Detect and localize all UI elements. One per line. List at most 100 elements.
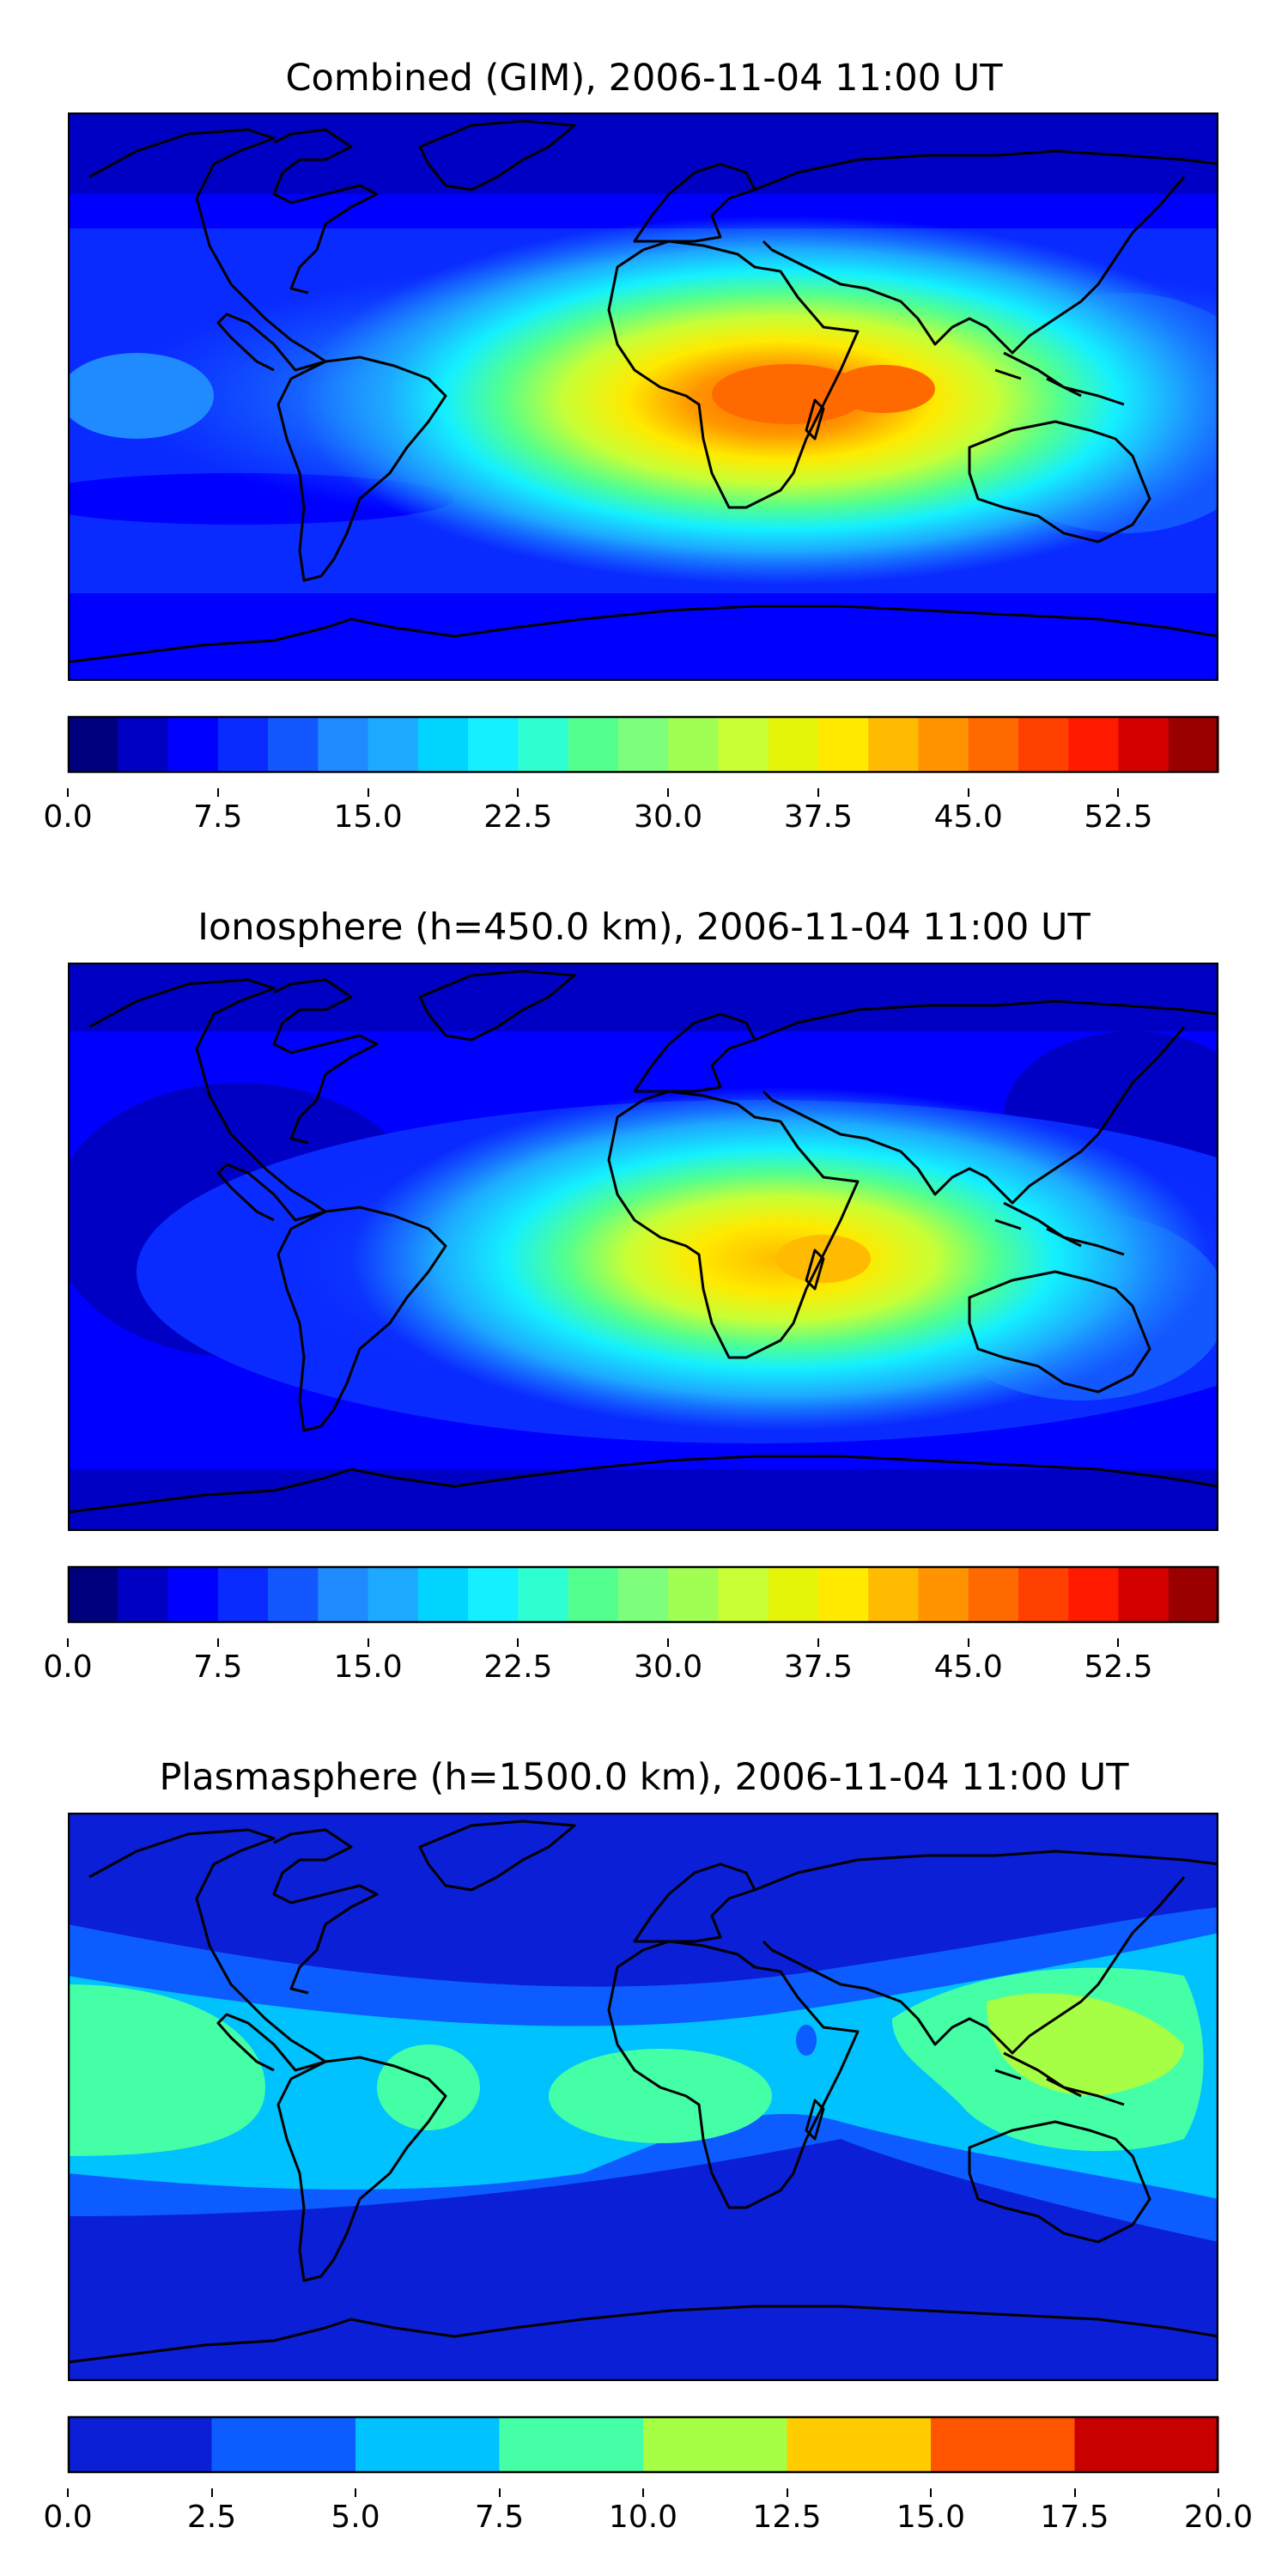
map-plasmasphere <box>68 1813 1218 2381</box>
colorbar-ionosphere <box>67 1565 1219 1624</box>
colorbar-tick-label: 30.0 <box>599 788 737 836</box>
antarctica <box>68 605 1218 664</box>
australia <box>968 420 1151 544</box>
colorbar-ticks-ionosphere: 0.0 7.5 15.0 22.5 30.0 37.5 45.0 52.5 <box>43 1638 1218 1692</box>
map-combined <box>68 112 1218 681</box>
polar-cap-north <box>68 112 1218 194</box>
colorbar-tick-label: 7.5 <box>431 2488 568 2537</box>
polar-cap-south <box>68 593 1218 681</box>
colorbar-swatch <box>868 1566 920 1623</box>
colorbar-swatch <box>268 1566 319 1623</box>
colorbar-swatch <box>568 716 619 773</box>
colorbar-swatch <box>718 716 769 773</box>
colorbar-swatch <box>768 716 819 773</box>
colorbar-tick-label: 37.5 <box>750 788 887 836</box>
colorbar-swatch <box>668 716 719 773</box>
colorbar-tick-label: 0.0 <box>0 788 137 836</box>
colorbar-swatch <box>118 716 169 773</box>
colorbar-plasmasphere <box>67 2415 1219 2474</box>
map-ionosphere <box>68 963 1218 1531</box>
colorbar-tick-label: 7.5 <box>149 1638 287 1686</box>
colorbar-swatch <box>868 716 920 773</box>
colorbar-swatch <box>211 2416 356 2473</box>
colorbar-swatch <box>1074 2416 1219 2473</box>
colorbar-swatch <box>417 1566 469 1623</box>
colorbar-tick-label: 22.5 <box>449 1638 586 1686</box>
colorbar-tick-label: 17.5 <box>1006 2488 1144 2537</box>
colorbar-swatch <box>1118 1566 1170 1623</box>
colorbar-swatch <box>568 1566 619 1623</box>
colorbar-swatch <box>617 1566 669 1623</box>
colorbar-tick-label: 37.5 <box>750 1638 887 1686</box>
colorbar-swatch <box>1068 1566 1120 1623</box>
colorbar-swatch <box>968 1566 1019 1623</box>
colorbar-tick-label: 52.5 <box>1049 1638 1187 1686</box>
colorbar-swatch <box>268 716 319 773</box>
colorbar-swatch <box>217 716 269 773</box>
colorbar-tick-label: 10.0 <box>574 2488 712 2537</box>
colorbar-swatch <box>68 1566 118 1623</box>
colorbar-tick-label: 2.5 <box>143 2488 281 2537</box>
colorbar-swatch <box>355 2416 501 2473</box>
colorbar-tick-label: 12.5 <box>719 2488 856 2537</box>
map-title-combined: Combined (GIM), 2006-11-04 11:00 UT <box>285 57 1003 100</box>
colorbar-tick-label: 52.5 <box>1049 788 1187 836</box>
colorbar-swatch <box>817 1566 869 1623</box>
colorbar-swatch <box>417 716 469 773</box>
colorbar-swatch <box>617 716 669 773</box>
colorbar-swatch <box>499 2416 644 2473</box>
colorbar-tick-label: 7.5 <box>149 788 287 836</box>
colorbar-swatch <box>468 1566 519 1623</box>
madagascar <box>805 398 825 440</box>
colorbar-tick-label: 5.0 <box>287 2488 424 2537</box>
colorbar-swatch <box>918 716 969 773</box>
map-title-plasmasphere: Plasmasphere (h=1500.0 km), 2006-11-04 1… <box>159 1756 1129 1799</box>
colorbar-swatch <box>643 2416 788 2473</box>
colorbar-ticks-plasmasphere: 0.0 2.5 5.0 7.5 10.0 12.5 15.0 17.5 20.0 <box>43 2488 1253 2542</box>
colorbar-frame <box>67 715 1219 774</box>
colorbar-swatch <box>918 1566 969 1623</box>
colorbar-swatch <box>1018 716 1069 773</box>
colorbar-tick-label: 15.0 <box>300 1638 437 1686</box>
colorbar-swatch <box>68 2416 213 2473</box>
south-america <box>276 355 447 582</box>
colorbar-swatch <box>718 1566 769 1623</box>
map-title-ionosphere: Ionosphere (h=450.0 km), 2006-11-04 11:0… <box>197 906 1091 949</box>
colorbar-swatch <box>468 716 519 773</box>
greenland <box>418 119 576 191</box>
colorbar-swatch <box>368 716 419 773</box>
colorbar-tick-label: 0.0 <box>0 2488 137 2537</box>
colorbar-swatch <box>318 1566 369 1623</box>
colorbar-swatch <box>217 1566 269 1623</box>
colorbar-tick-label: 20.0 <box>1150 2488 1287 2537</box>
colorbar-swatch <box>118 1566 169 1623</box>
colorbar-swatch <box>318 716 369 773</box>
colorbar-swatch <box>817 716 869 773</box>
colorbar-swatch <box>1168 1566 1219 1623</box>
colorbar-swatch <box>1118 716 1170 773</box>
coastlines <box>68 119 1218 664</box>
map-frame <box>68 112 1218 681</box>
colorbar-tick-label: 0.0 <box>0 1638 137 1686</box>
colorbar-frame <box>67 1565 1219 1624</box>
colorbar-swatch <box>68 716 118 773</box>
colorbar-frame <box>67 2415 1219 2474</box>
colorbar-tick-label: 30.0 <box>599 1638 737 1686</box>
colorbar-swatch <box>768 1566 819 1623</box>
colorbar-tick-label: 45.0 <box>900 788 1037 836</box>
africa <box>607 240 860 509</box>
colorbar-tick-label: 45.0 <box>900 1638 1037 1686</box>
colorbar-swatch <box>167 1566 219 1623</box>
colorbar-swatch <box>931 2416 1076 2473</box>
colorbar-swatch <box>668 1566 719 1623</box>
colorbar-swatch <box>1068 716 1120 773</box>
colorbar-swatch <box>368 1566 419 1623</box>
colorbar-swatch <box>968 716 1019 773</box>
colorbar-swatch <box>1018 1566 1069 1623</box>
colorbar-swatch <box>518 1566 569 1623</box>
colorbar-tick-label: 22.5 <box>449 788 586 836</box>
colorbar-ticks-combined: 0.0 7.5 15.0 22.5 30.0 37.5 45.0 52.5 <box>43 788 1218 841</box>
colorbar-combined <box>67 715 1219 774</box>
colorbar-tick-label: 15.0 <box>862 2488 999 2537</box>
colorbar-tick-label: 15.0 <box>300 788 437 836</box>
